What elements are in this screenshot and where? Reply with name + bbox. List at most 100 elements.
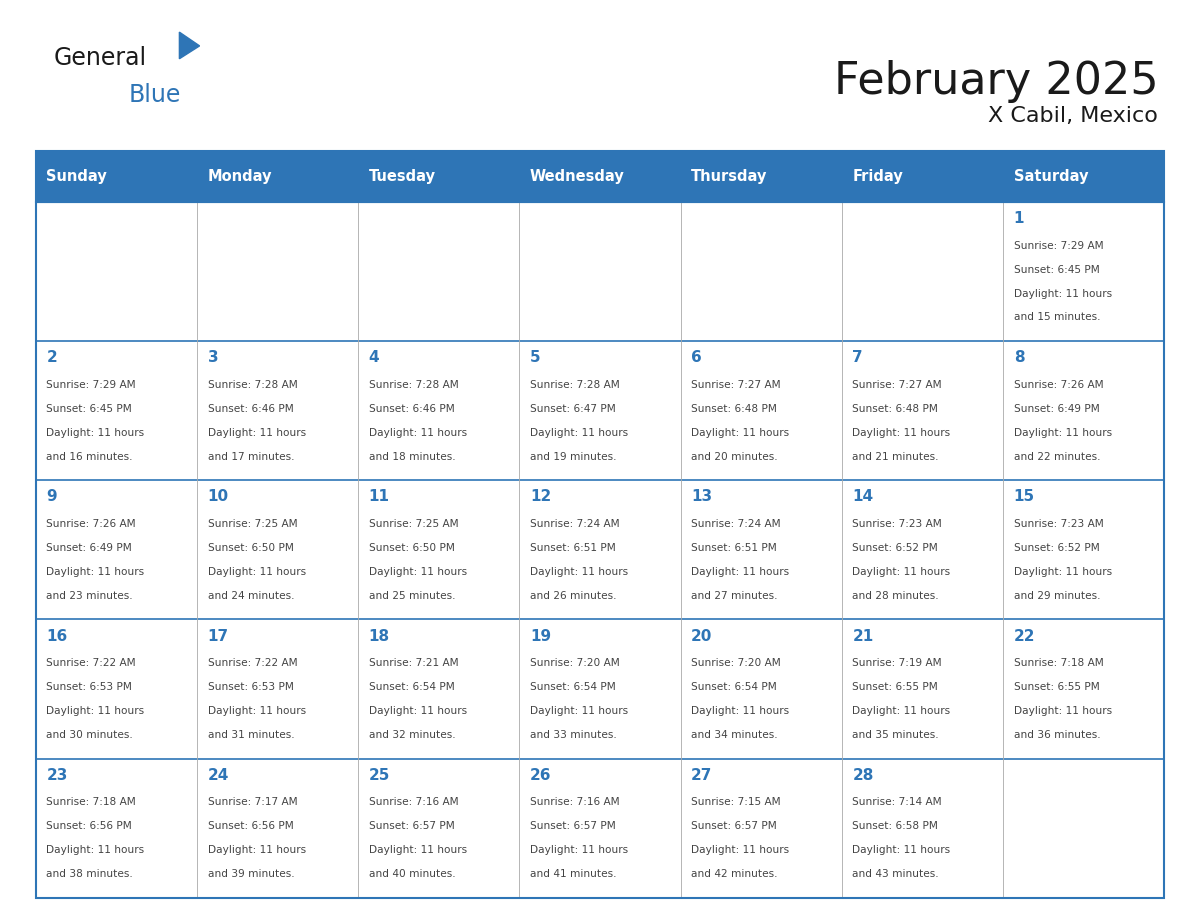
Text: and 32 minutes.: and 32 minutes.	[368, 730, 455, 740]
Text: Daylight: 11 hours: Daylight: 11 hours	[368, 566, 467, 577]
Bar	[36, 758, 197, 898]
Text: 10: 10	[208, 489, 228, 505]
Text: 13: 13	[691, 489, 713, 505]
Text: 14: 14	[853, 489, 873, 505]
Text: Sunrise: 7:29 AM: Sunrise: 7:29 AM	[1013, 241, 1104, 251]
Text: Daylight: 11 hours: Daylight: 11 hours	[691, 706, 789, 716]
Text: Daylight: 11 hours: Daylight: 11 hours	[208, 428, 305, 438]
Text: Sunrise: 7:28 AM: Sunrise: 7:28 AM	[208, 380, 297, 389]
Text: Sunrise: 7:16 AM: Sunrise: 7:16 AM	[530, 797, 620, 807]
Text: Daylight: 11 hours: Daylight: 11 hours	[691, 428, 789, 438]
Text: Sunrise: 7:26 AM: Sunrise: 7:26 AM	[46, 519, 135, 529]
Bar	[681, 202, 842, 341]
Bar	[519, 620, 681, 758]
Text: 8: 8	[1013, 351, 1024, 365]
Text: and 40 minutes.: and 40 minutes.	[368, 869, 455, 879]
Text: Daylight: 11 hours: Daylight: 11 hours	[208, 706, 305, 716]
Bar	[519, 202, 681, 341]
Text: 25: 25	[368, 767, 390, 783]
Text: Daylight: 11 hours: Daylight: 11 hours	[46, 566, 145, 577]
Text: X Cabil, Mexico: X Cabil, Mexico	[988, 106, 1158, 126]
Text: Blue: Blue	[128, 83, 181, 106]
Bar	[681, 151, 842, 202]
Text: 26: 26	[530, 767, 551, 783]
Text: Saturday: Saturday	[1013, 169, 1088, 185]
Text: Sunset: 6:55 PM: Sunset: 6:55 PM	[853, 682, 939, 692]
Text: Wednesday: Wednesday	[530, 169, 625, 185]
Text: 3: 3	[208, 351, 219, 365]
Bar	[681, 620, 842, 758]
Text: Daylight: 11 hours: Daylight: 11 hours	[368, 845, 467, 856]
Bar	[519, 151, 681, 202]
Text: and 34 minutes.: and 34 minutes.	[691, 730, 778, 740]
Bar	[1003, 620, 1164, 758]
Bar	[519, 341, 681, 480]
Text: and 21 minutes.: and 21 minutes.	[853, 452, 939, 462]
Text: Daylight: 11 hours: Daylight: 11 hours	[368, 428, 467, 438]
Text: Friday: Friday	[853, 169, 903, 185]
Text: 22: 22	[1013, 629, 1035, 644]
Text: 2: 2	[46, 351, 57, 365]
Text: Sunrise: 7:24 AM: Sunrise: 7:24 AM	[530, 519, 620, 529]
Text: Sunset: 6:52 PM: Sunset: 6:52 PM	[1013, 543, 1099, 553]
Text: and 31 minutes.: and 31 minutes.	[208, 730, 295, 740]
Text: 23: 23	[46, 767, 68, 783]
Text: Sunrise: 7:28 AM: Sunrise: 7:28 AM	[530, 380, 620, 389]
Text: Sunset: 6:45 PM: Sunset: 6:45 PM	[1013, 264, 1099, 274]
Bar	[1003, 480, 1164, 620]
Bar	[36, 480, 197, 620]
Text: Sunrise: 7:29 AM: Sunrise: 7:29 AM	[46, 380, 135, 389]
Text: Daylight: 11 hours: Daylight: 11 hours	[853, 845, 950, 856]
Text: Daylight: 11 hours: Daylight: 11 hours	[46, 706, 145, 716]
Text: Daylight: 11 hours: Daylight: 11 hours	[46, 428, 145, 438]
Bar	[1003, 151, 1164, 202]
Text: Sunset: 6:53 PM: Sunset: 6:53 PM	[208, 682, 293, 692]
Text: Sunset: 6:54 PM: Sunset: 6:54 PM	[368, 682, 455, 692]
Bar	[358, 620, 519, 758]
Text: 21: 21	[853, 629, 873, 644]
Text: and 17 minutes.: and 17 minutes.	[208, 452, 295, 462]
Text: and 42 minutes.: and 42 minutes.	[691, 869, 778, 879]
Text: Sunset: 6:49 PM: Sunset: 6:49 PM	[46, 543, 132, 553]
Text: Sunrise: 7:22 AM: Sunrise: 7:22 AM	[208, 658, 297, 668]
Text: Sunset: 6:50 PM: Sunset: 6:50 PM	[368, 543, 455, 553]
Bar	[842, 620, 1003, 758]
Text: Daylight: 11 hours: Daylight: 11 hours	[208, 845, 305, 856]
Text: 15: 15	[1013, 489, 1035, 505]
Text: Sunrise: 7:25 AM: Sunrise: 7:25 AM	[208, 519, 297, 529]
Bar	[519, 480, 681, 620]
Text: and 18 minutes.: and 18 minutes.	[368, 452, 455, 462]
Bar	[358, 151, 519, 202]
Bar	[197, 480, 358, 620]
Bar	[681, 480, 842, 620]
Text: and 36 minutes.: and 36 minutes.	[1013, 730, 1100, 740]
Text: Daylight: 11 hours: Daylight: 11 hours	[691, 845, 789, 856]
Bar	[36, 620, 197, 758]
Text: Sunrise: 7:23 AM: Sunrise: 7:23 AM	[1013, 519, 1104, 529]
Text: Sunset: 6:51 PM: Sunset: 6:51 PM	[530, 543, 615, 553]
Bar	[36, 202, 197, 341]
Text: and 28 minutes.: and 28 minutes.	[853, 591, 939, 601]
Text: Sunset: 6:57 PM: Sunset: 6:57 PM	[368, 822, 455, 831]
Text: Sunset: 6:48 PM: Sunset: 6:48 PM	[691, 404, 777, 414]
Text: Sunset: 6:51 PM: Sunset: 6:51 PM	[691, 543, 777, 553]
Text: Sunset: 6:52 PM: Sunset: 6:52 PM	[853, 543, 939, 553]
Bar	[358, 341, 519, 480]
Bar	[842, 480, 1003, 620]
Text: Sunrise: 7:28 AM: Sunrise: 7:28 AM	[368, 380, 459, 389]
Bar	[519, 758, 681, 898]
Bar	[842, 758, 1003, 898]
Text: Daylight: 11 hours: Daylight: 11 hours	[208, 566, 305, 577]
Text: Daylight: 11 hours: Daylight: 11 hours	[853, 566, 950, 577]
Bar	[36, 341, 197, 480]
Text: Sunrise: 7:16 AM: Sunrise: 7:16 AM	[368, 797, 459, 807]
Text: Sunset: 6:54 PM: Sunset: 6:54 PM	[691, 682, 777, 692]
Text: Daylight: 11 hours: Daylight: 11 hours	[530, 566, 628, 577]
Text: and 15 minutes.: and 15 minutes.	[1013, 312, 1100, 322]
Text: 28: 28	[853, 767, 874, 783]
Text: and 23 minutes.: and 23 minutes.	[46, 591, 133, 601]
Bar	[1003, 341, 1164, 480]
Text: and 43 minutes.: and 43 minutes.	[853, 869, 939, 879]
Text: and 16 minutes.: and 16 minutes.	[46, 452, 133, 462]
Bar	[36, 151, 197, 202]
